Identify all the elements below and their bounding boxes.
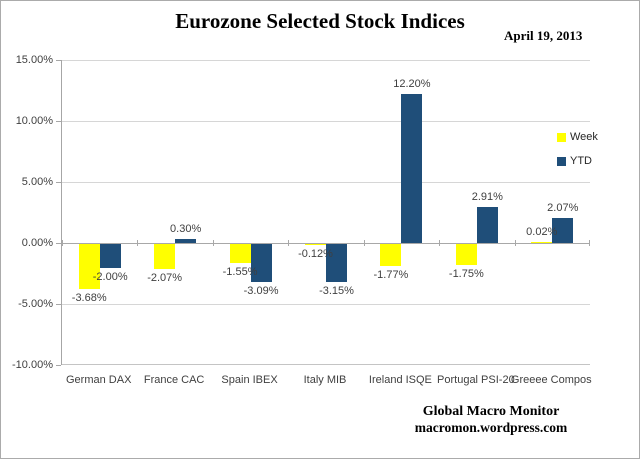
y-axis-tick-label: 5.00%: [21, 176, 53, 188]
y-axis-tick-mark: [56, 182, 61, 183]
plot-area: -3.68% -2.07% -1.55% -0.12% -1.77% -1.75% 0.02…: [61, 60, 590, 365]
bar-week-2: [154, 244, 176, 270]
bar-ytd-4: [326, 244, 347, 283]
data-label-ytd-4: -3.15%: [319, 285, 354, 298]
bar-week-6: [455, 244, 477, 266]
footer-source-name: Global Macro Monitor: [422, 404, 560, 419]
x-axis-category-label: Portugal PSI-20: [437, 374, 515, 386]
chart-title: Eurozone Selected Stock Indices: [175, 9, 465, 33]
x-axis-category-label: Spain IBEX: [221, 374, 278, 386]
bar-ytd-3: [250, 244, 272, 282]
gridline: [62, 121, 590, 122]
data-label-ytd-2: 0.30%: [170, 223, 202, 236]
footer-source-url: macromon.wordpress.com: [414, 420, 568, 435]
bar-ytd-2: [175, 239, 197, 243]
y-axis-tick-mark: [56, 243, 61, 244]
bar-week-1: [78, 244, 100, 289]
ytd-swatch-icon: [557, 156, 566, 166]
bar-ytd-5: [401, 94, 423, 243]
x-axis-category-label: Italy MIB: [303, 374, 347, 386]
y-axis-tick-label: -10.00%: [12, 359, 53, 371]
data-label-ytd-3: -3.09%: [243, 284, 279, 297]
y-axis-tick-mark: [56, 60, 61, 61]
gridline: [62, 304, 590, 305]
bar-week-5: [380, 244, 402, 266]
zero-axis-line: [62, 242, 590, 244]
legend-item-ytd: YTD: [557, 155, 598, 167]
bar-ytd-1: [99, 244, 121, 269]
x-axis-category-label: France CAC: [143, 374, 205, 386]
y-axis-tick-label: 10.00%: [15, 115, 53, 127]
chart-legend: Week YTD: [557, 131, 598, 179]
data-label-week-3: -1.55%: [222, 265, 258, 278]
legend-label-week: Week: [570, 131, 598, 143]
data-label-week-1: -3.68%: [71, 291, 107, 304]
chart-date: April 19, 2013: [504, 28, 583, 43]
data-label-week-2: -2.07%: [147, 272, 183, 285]
week-swatch-icon: [557, 132, 566, 142]
y-axis-tick-label: 0.00%: [21, 237, 53, 249]
legend-label-ytd: YTD: [570, 155, 592, 167]
y-axis-tick-mark: [56, 121, 61, 122]
data-label-ytd-7: 2.07%: [547, 201, 579, 214]
data-label-week-5: -1.77%: [373, 268, 409, 281]
data-label-ytd-6: 2.91%: [471, 191, 503, 204]
x-axis-category-label: Ireland ISQE: [368, 374, 432, 386]
data-label-week-7: 0.02%: [526, 226, 558, 238]
legend-item-week: Week: [557, 131, 598, 143]
bar-week-3: [229, 244, 251, 263]
gridline: [62, 182, 590, 183]
y-axis-tick-label: -5.00%: [18, 298, 53, 310]
bar-ytd-6: [476, 207, 498, 243]
bar-week-4: [305, 244, 326, 246]
data-label-ytd-1: -2.00%: [92, 271, 128, 284]
plot-bottom-border: [62, 364, 590, 365]
chart-footer: Global Macro Monitor macromon.wordpress.…: [381, 403, 601, 436]
data-label-week-6: -1.75%: [448, 268, 484, 281]
y-axis-tick-mark: [56, 304, 61, 305]
data-label-week-4: -0.12%: [298, 248, 333, 261]
y-axis-tick-label: 15.00%: [15, 54, 53, 66]
data-label-ytd-5: 12.20%: [393, 78, 431, 91]
bar-ytd-7: [552, 217, 574, 243]
y-axis-tick-mark: [56, 365, 61, 366]
gridline: [62, 60, 590, 61]
x-axis-category-label: German DAX: [66, 374, 132, 386]
x-axis-category-label: Greeee Compos: [510, 374, 592, 386]
